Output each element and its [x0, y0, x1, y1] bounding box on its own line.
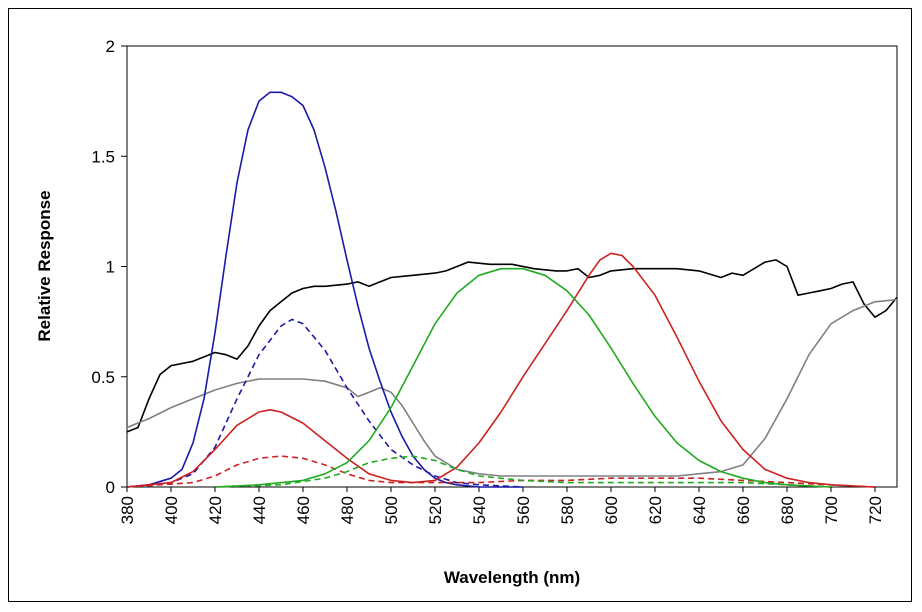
x-tick-label: 420 — [206, 496, 225, 524]
plot-area — [126, 45, 898, 488]
x-tick-label: 560 — [514, 496, 533, 524]
x-tick-label: 500 — [382, 496, 401, 524]
y-tick-label: 2 — [106, 37, 115, 56]
x-tick-label: 580 — [558, 496, 577, 524]
series-line-5 — [126, 455, 876, 488]
series-layer — [126, 91, 898, 488]
x-tick-label: 640 — [690, 496, 709, 524]
series-line-0 — [126, 259, 898, 433]
x-tick-label: 660 — [734, 496, 753, 524]
x-tick-label: 680 — [778, 496, 797, 524]
x-tick-label: 460 — [294, 496, 313, 524]
y-tick-label: 1 — [106, 258, 115, 277]
y-tick-label: 0.5 — [91, 368, 115, 387]
x-tick-label: 520 — [426, 496, 445, 524]
y-tick-label: 1.5 — [91, 147, 115, 166]
x-tick-label: 600 — [602, 496, 621, 524]
series-line-3 — [126, 318, 524, 488]
x-axis-title: Wavelength (nm) — [444, 568, 580, 587]
y-axis-title: Relative Response — [35, 190, 54, 341]
y-tick-label: 0 — [106, 478, 115, 497]
x-tick-label: 400 — [162, 496, 181, 524]
axis-layer: 0 0.5 1 1.5 2 380 400 420 440 460 480 500 520 540 560 5… — [91, 37, 885, 524]
x-tick-label: 700 — [822, 496, 841, 524]
x-tick-label: 480 — [338, 496, 357, 524]
x-tick-label: 540 — [470, 496, 489, 524]
series-line-6 — [214, 267, 832, 488]
x-tick-label: 440 — [250, 496, 269, 524]
series-line-4 — [126, 252, 876, 488]
x-tick-label: 720 — [866, 496, 885, 524]
series-line-2 — [126, 91, 523, 488]
x-tick-label: 620 — [646, 496, 665, 524]
x-tick-label: 380 — [118, 496, 137, 524]
series-line-1 — [126, 298, 898, 477]
